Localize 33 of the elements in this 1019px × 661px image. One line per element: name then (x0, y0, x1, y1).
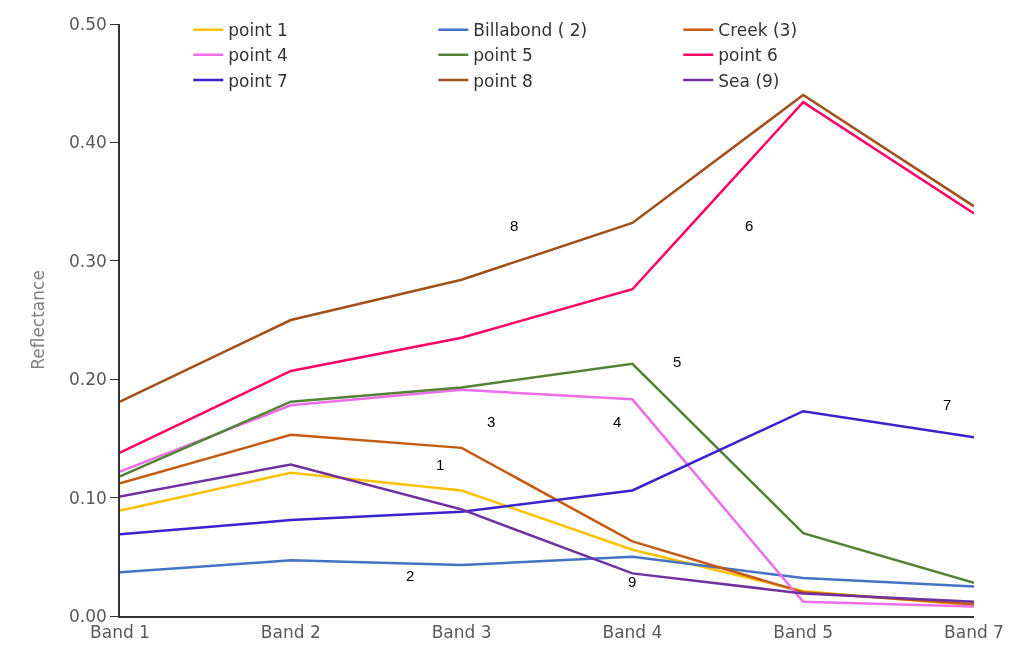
annotation: 3 (487, 413, 496, 430)
annotation: 1 (436, 456, 445, 473)
legend-label: point 1 (228, 20, 288, 41)
legend-label: point 5 (473, 45, 533, 66)
annotation: 7 (943, 396, 952, 413)
legend-label: point 8 (473, 70, 533, 91)
y-axis-title: Reflectance (28, 270, 49, 370)
legend-label: point 4 (228, 45, 288, 66)
x-tick-label: Band 7 (944, 622, 1004, 643)
y-tick-label: 0.50 (68, 13, 107, 34)
annotation: 8 (510, 217, 519, 234)
legend-label: point 7 (228, 70, 288, 91)
x-tick-label: Band 3 (431, 622, 492, 643)
line-series (120, 100, 974, 454)
annotation: 4 (613, 413, 622, 430)
y-tick-label: 0.10 (68, 487, 107, 508)
legend-label: Creek (3) (718, 20, 798, 41)
line-series (120, 388, 974, 608)
legend-label: Sea (9) (718, 70, 780, 91)
annotation: 6 (745, 217, 754, 234)
y-tick-label: 0.20 (68, 369, 107, 390)
x-tick-label: Band 2 (260, 622, 321, 643)
annotation: 5 (673, 353, 682, 370)
x-tick-label: Band 5 (773, 622, 834, 643)
y-tick-label: 0.30 (68, 250, 107, 271)
legend-label: Billabond ( 2) (473, 20, 588, 41)
y-tick-label: 0.40 (68, 132, 107, 153)
line-series (120, 555, 974, 588)
legend-label: point 6 (718, 45, 778, 66)
x-tick-label: Band 4 (602, 622, 663, 643)
annotation: 2 (406, 567, 415, 584)
line-series (120, 409, 974, 536)
annotation: 9 (628, 573, 637, 590)
